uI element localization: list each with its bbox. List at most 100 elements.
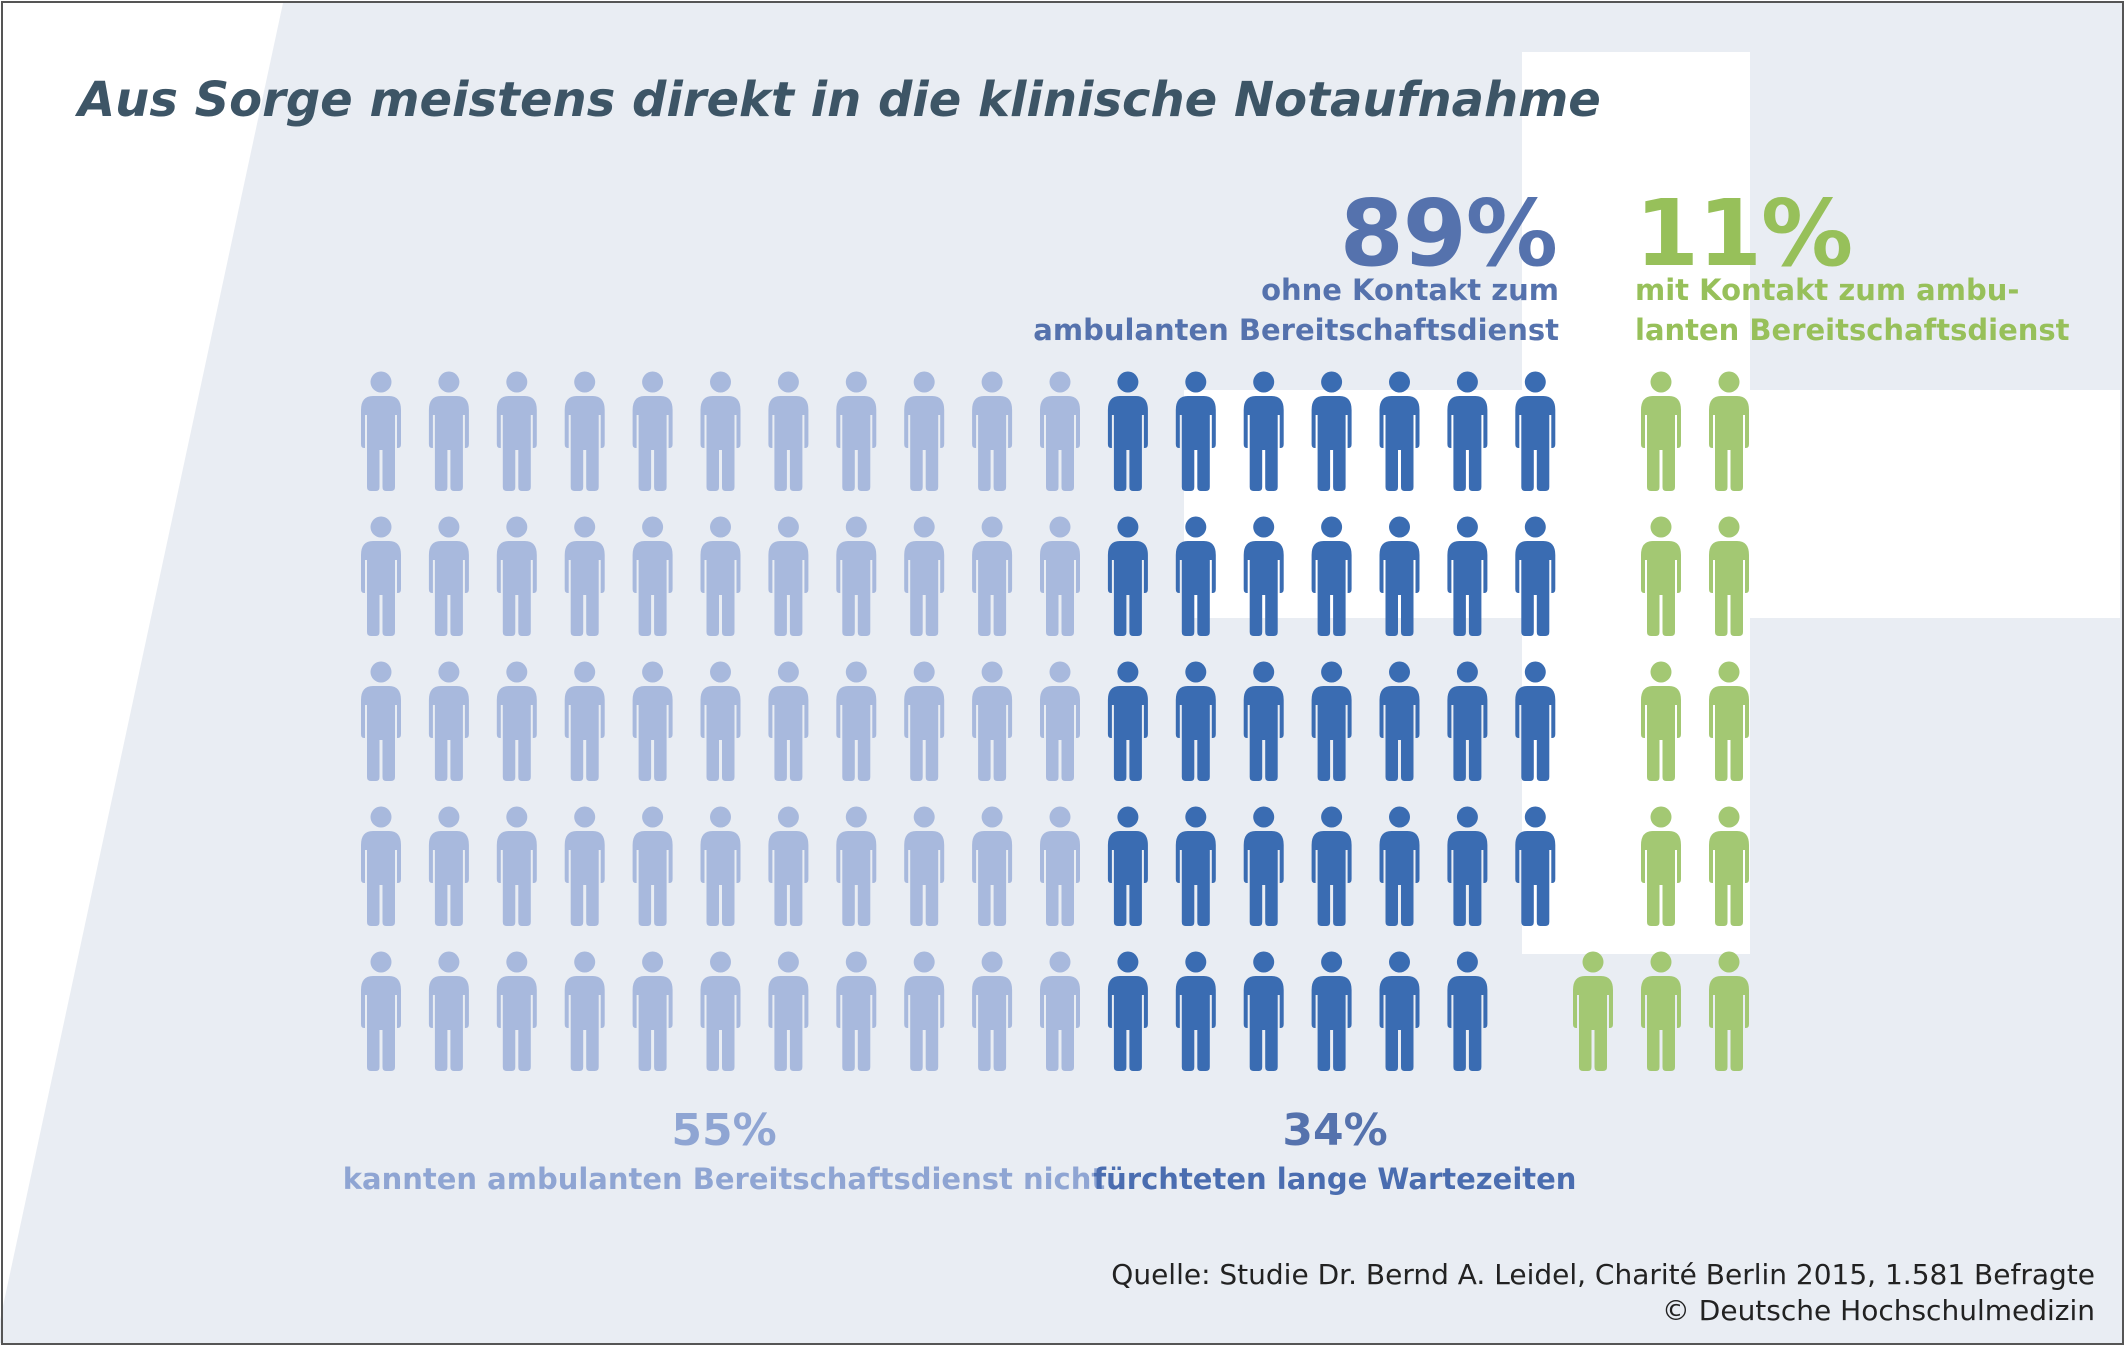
- person-icon-head: [981, 371, 1003, 393]
- person-icon-body: [1573, 976, 1613, 1071]
- person-icon-body: [1709, 541, 1749, 636]
- person-icon-body: [1243, 976, 1284, 1071]
- percent-mit-kontakt: 11%: [1635, 180, 1853, 287]
- person-icon-head: [913, 516, 935, 538]
- person-icon-head: [574, 806, 596, 828]
- person-icon-light: [700, 661, 741, 781]
- person-icon-head: [506, 806, 528, 828]
- person-icon-head: [845, 371, 867, 393]
- person-icon-light: [632, 661, 673, 781]
- person-icon-light: [361, 951, 401, 1071]
- person-icon-dark: [1243, 951, 1284, 1071]
- label-mit-kontakt-line-2: lanten Bereitschaftsdienst: [1635, 313, 2070, 347]
- person-icon-light: [361, 371, 401, 491]
- person-icon-body: [700, 831, 741, 926]
- person-icon-head: [642, 951, 664, 973]
- person-icon-head: [1253, 516, 1275, 538]
- person-icon-light: [836, 951, 877, 1071]
- person-icon-dark: [1447, 951, 1488, 1071]
- person-icon-light: [632, 951, 673, 1071]
- person-icon-light: [564, 806, 605, 926]
- person-icon-head: [574, 661, 596, 683]
- person-icon-head: [1321, 371, 1343, 393]
- person-icon-body: [1243, 396, 1284, 491]
- person-icon-head: [981, 806, 1003, 828]
- person-icon-light: [632, 371, 673, 491]
- person-icon-body: [632, 686, 673, 781]
- person-icon-head: [1117, 806, 1139, 828]
- person-icon-head: [506, 951, 528, 973]
- person-icon-body: [1515, 831, 1556, 926]
- person-icon-light: [1040, 951, 1080, 1071]
- person-icon-body: [1175, 396, 1216, 491]
- person-icon-body: [428, 831, 469, 926]
- person-icon-body: [632, 831, 673, 926]
- label-ohne-kontakt-line-1: ohne Kontakt zum: [1261, 273, 1559, 307]
- person-icon-head: [1650, 371, 1672, 393]
- person-icon-head: [1524, 516, 1546, 538]
- person-icon-light: [564, 516, 605, 636]
- person-icon-head: [1389, 951, 1410, 973]
- person-icon-dark: [1515, 371, 1556, 491]
- person-icon-light: [428, 951, 469, 1071]
- person-icon-head: [1456, 371, 1478, 393]
- person-icon-head: [1049, 516, 1071, 538]
- person-icon-head: [1524, 371, 1546, 393]
- person-icon-body: [972, 831, 1013, 926]
- person-icon-body: [1641, 686, 1681, 781]
- person-icon-body: [361, 831, 401, 926]
- person-icon-head: [710, 516, 731, 538]
- person-icon-head: [1650, 516, 1672, 538]
- person-icon-dark: [1175, 806, 1216, 926]
- person-icon-green: [1641, 661, 1681, 781]
- person-icon-dark: [1107, 951, 1148, 1071]
- person-icon-light: [361, 661, 401, 781]
- person-icon-body: [1175, 976, 1216, 1071]
- person-icon-body: [836, 686, 877, 781]
- person-icon-head: [1049, 661, 1071, 683]
- person-icon-light: [632, 516, 673, 636]
- person-icon-dark: [1379, 516, 1420, 636]
- person-icon-dark: [1379, 371, 1420, 491]
- person-icon-light: [564, 661, 605, 781]
- person-icon-body: [496, 831, 537, 926]
- person-icon-dark: [1447, 371, 1488, 491]
- person-icon-dark: [1175, 661, 1216, 781]
- person-icon-body: [496, 976, 537, 1071]
- person-icon-dark: [1447, 516, 1488, 636]
- person-icon-body: [1107, 686, 1148, 781]
- person-icon-green: [1709, 806, 1749, 926]
- person-icon-light: [904, 951, 945, 1071]
- person-icon-head: [642, 661, 664, 683]
- person-icon-head: [913, 661, 935, 683]
- person-icon-head: [1049, 951, 1071, 973]
- person-icon-head: [1456, 951, 1478, 973]
- person-icon-head: [1718, 371, 1740, 393]
- person-icon-body: [1107, 396, 1148, 491]
- person-icon-light: [768, 661, 809, 781]
- person-icon-light: [496, 806, 537, 926]
- person-icon-light: [361, 516, 401, 636]
- person-icon-head: [1185, 661, 1207, 683]
- person-icon-body: [1311, 831, 1352, 926]
- person-icon-light: [1040, 516, 1080, 636]
- person-icon-body: [972, 976, 1013, 1071]
- person-icon-green: [1641, 371, 1681, 491]
- person-icon-body: [1379, 686, 1420, 781]
- person-icon-head: [370, 951, 392, 973]
- person-icon-body: [768, 541, 809, 636]
- pictogram-grid: [361, 371, 1749, 1071]
- person-icon-head: [845, 661, 867, 683]
- person-icon-head: [1253, 661, 1275, 683]
- person-icon-head: [1718, 951, 1740, 973]
- person-icon-light: [768, 371, 809, 491]
- person-icon-light: [564, 951, 605, 1071]
- person-icon-body: [632, 396, 673, 491]
- person-icon-light: [564, 371, 605, 491]
- person-icon-head: [642, 371, 664, 393]
- person-icon-dark: [1311, 371, 1352, 491]
- person-icon-head: [777, 806, 799, 828]
- label-wartezeiten: fürchteten lange Wartezeiten: [1093, 1162, 1577, 1196]
- person-icon-head: [777, 516, 799, 538]
